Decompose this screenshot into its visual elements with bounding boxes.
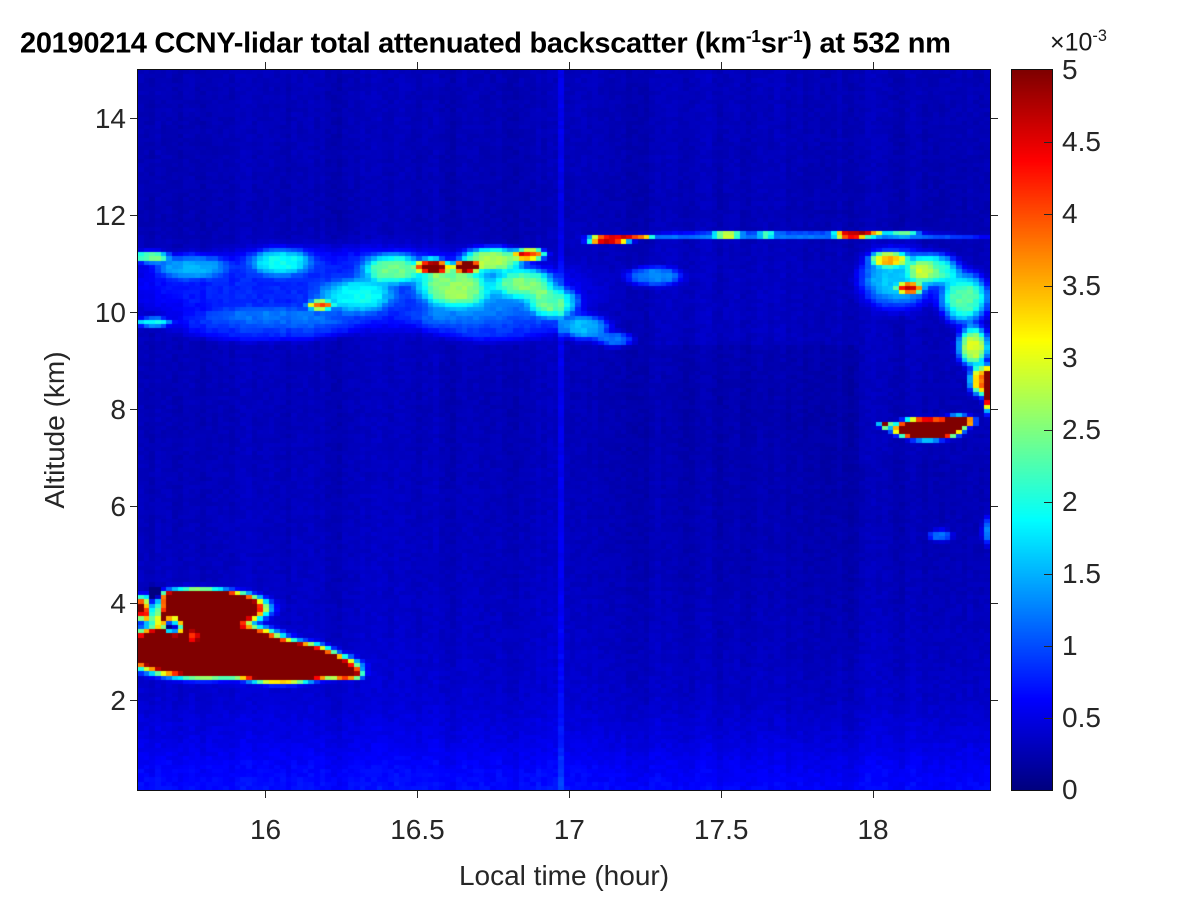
colorbar-tick-label: 3.5 bbox=[1062, 270, 1101, 301]
colorbar-tick-label: 0.5 bbox=[1062, 702, 1101, 733]
x-axis-top-tick bbox=[720, 62, 722, 69]
y-axis-label: Altitude (km) bbox=[39, 351, 70, 509]
x-tick-label: 17 bbox=[553, 814, 585, 845]
colorbar-tick-label: 5 bbox=[1062, 54, 1078, 85]
y-axis-right-tick bbox=[991, 700, 998, 701]
colorbar-tick bbox=[1044, 429, 1052, 431]
y-axis-tick bbox=[130, 118, 137, 119]
colorbar-tick bbox=[1044, 141, 1052, 143]
x-axis-label: Local time (hour) bbox=[458, 860, 670, 891]
title-superscript: -1 bbox=[745, 26, 761, 46]
x-axis-top-tick bbox=[416, 62, 418, 69]
colorbar-tick bbox=[1044, 285, 1052, 287]
colorbar-tick-label: 0 bbox=[1062, 774, 1078, 805]
title-text: sr bbox=[760, 27, 788, 60]
y-tick-label: 2 bbox=[110, 684, 126, 716]
colorbar-tick bbox=[1044, 213, 1052, 215]
y-axis-tick bbox=[130, 215, 137, 216]
x-axis-tick bbox=[568, 791, 570, 798]
y-axis-tick bbox=[130, 700, 137, 701]
plot-area bbox=[137, 69, 991, 791]
x-axis-tick bbox=[872, 791, 874, 798]
y-tick-label: 14 bbox=[94, 102, 126, 134]
exponent-power: -3 bbox=[1092, 27, 1107, 45]
colorbar-tick-label: 2.5 bbox=[1062, 414, 1101, 445]
title-superscript: -1 bbox=[787, 26, 803, 46]
colorbar-tick-label: 3 bbox=[1062, 342, 1078, 373]
colorbar-tick bbox=[1044, 645, 1052, 647]
chart-title: 20190214 CCNY-lidar total attenuated bac… bbox=[20, 26, 951, 61]
x-axis-top-tick bbox=[872, 62, 874, 69]
x-axis-tick bbox=[416, 791, 418, 798]
x-axis-top-tick bbox=[265, 62, 267, 69]
x-axis-tick bbox=[265, 791, 267, 798]
colorbar-tick-label: 4.5 bbox=[1062, 126, 1101, 157]
colorbar-tick bbox=[1044, 357, 1052, 359]
colorbar-tick-label: 4 bbox=[1062, 198, 1078, 229]
title-text: 20190214 CCNY-lidar total attenuated bac… bbox=[20, 27, 746, 60]
colorbar-tick bbox=[1044, 501, 1052, 503]
colorbar-tick-label: 2 bbox=[1062, 486, 1078, 517]
y-tick-label: 4 bbox=[110, 587, 126, 619]
y-axis-right-tick bbox=[991, 312, 998, 313]
exponent-base: ×10 bbox=[1050, 28, 1093, 57]
heatmap-canvas bbox=[138, 70, 990, 790]
x-axis-tick bbox=[720, 791, 722, 798]
y-axis-right-tick bbox=[991, 215, 998, 216]
y-axis-tick bbox=[130, 312, 137, 313]
x-tick-label: 16.5 bbox=[390, 814, 445, 845]
y-axis-right-tick bbox=[991, 118, 998, 119]
y-tick-label: 12 bbox=[94, 199, 126, 231]
y-axis-right-tick bbox=[991, 409, 998, 410]
y-axis-tick bbox=[130, 506, 137, 507]
y-axis-tick bbox=[130, 409, 137, 410]
title-text: ) at 532 nm bbox=[802, 27, 951, 60]
x-tick-label: 17.5 bbox=[693, 814, 749, 845]
x-axis-top-tick bbox=[568, 62, 570, 69]
y-tick-label: 8 bbox=[110, 393, 126, 425]
y-axis-right-tick bbox=[991, 603, 998, 604]
colorbar-tick-label: 1.5 bbox=[1062, 558, 1101, 589]
colorbar-tick-label: 1 bbox=[1062, 630, 1078, 661]
x-tick-label: 18 bbox=[857, 814, 889, 845]
colorbar-exponent-label: ×10-3 bbox=[1050, 27, 1107, 57]
y-axis-right-tick bbox=[991, 506, 998, 507]
y-tick-label: 6 bbox=[110, 490, 126, 522]
x-tick-label: 16 bbox=[249, 814, 282, 845]
y-axis-tick bbox=[130, 603, 137, 604]
colorbar-tick bbox=[1044, 717, 1052, 719]
colorbar-tick bbox=[1044, 573, 1052, 575]
y-tick-label: 10 bbox=[94, 296, 126, 328]
